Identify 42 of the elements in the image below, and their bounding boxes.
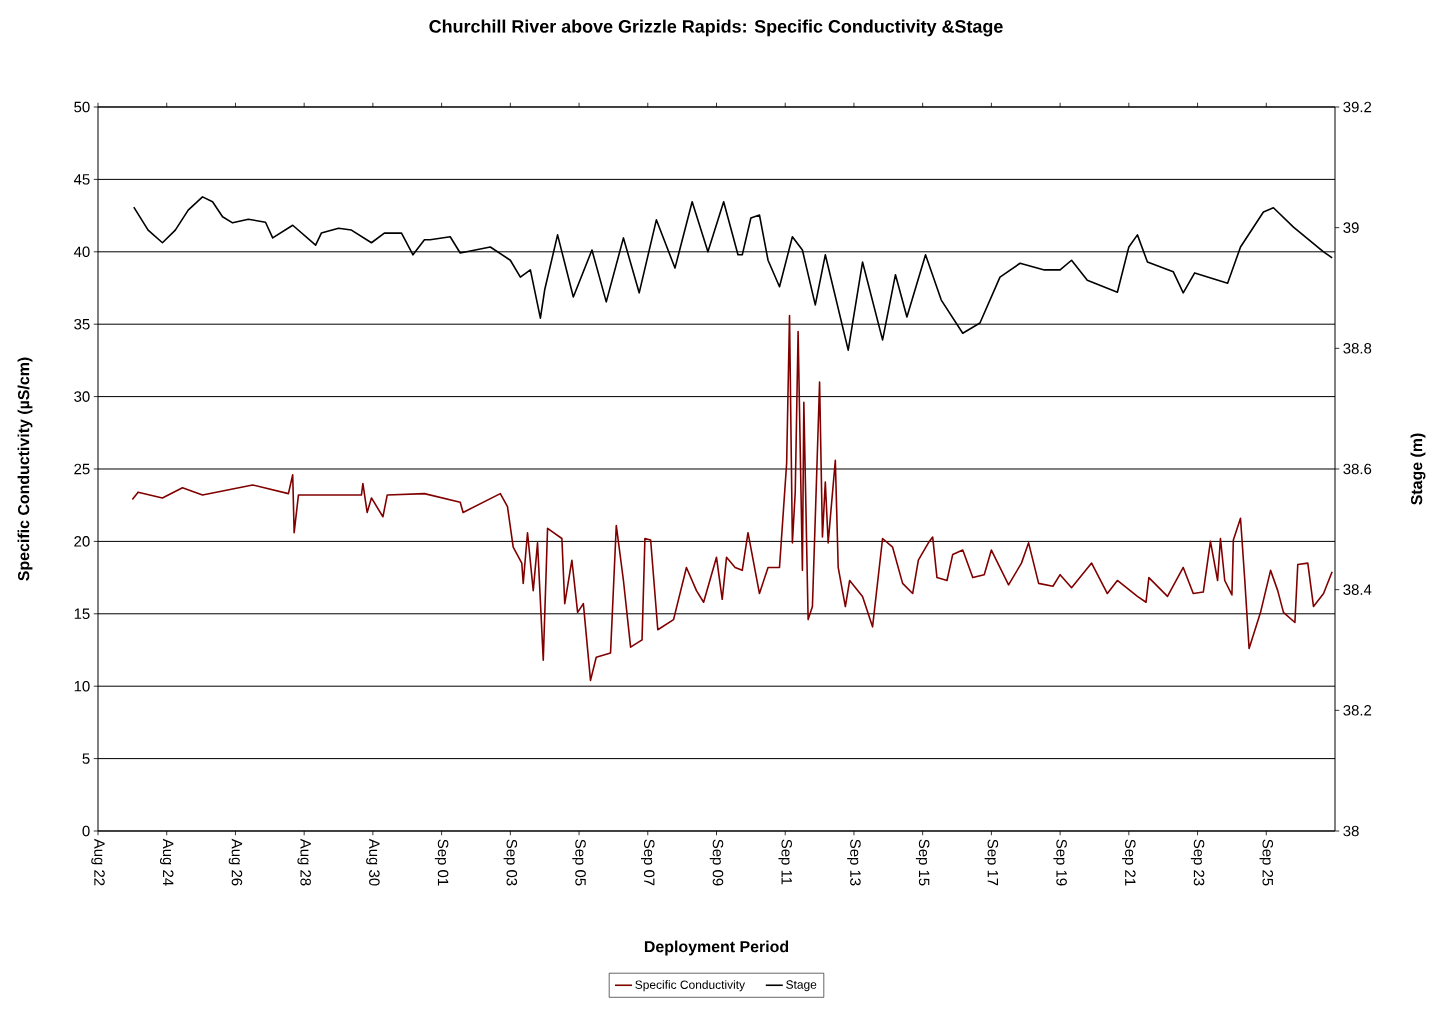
y-tick-label: 50 (74, 101, 90, 113)
x-tick-label: Aug 26 (228, 838, 243, 886)
x-tick-label: Aug 24 (159, 838, 174, 886)
y2-axis-title: Stage (m) (1410, 433, 1426, 505)
x-tick-label: Sep 13 (847, 839, 861, 886)
y2-tick-label: 38 (1343, 825, 1359, 837)
legend-label: Specific Conductivity (635, 980, 746, 992)
y-tick-label: 10 (74, 680, 90, 692)
y2-tick-label: 39 (1343, 222, 1359, 233)
x-tick-label: Aug 22 (91, 838, 105, 886)
y-tick-label: 35 (74, 318, 90, 330)
x-tick-label: Sep 11 (778, 839, 792, 885)
x-tick-label: Sep 09 (709, 839, 724, 886)
x-axis-title: Deployment Period (644, 940, 789, 956)
y-tick-label: 25 (74, 463, 90, 475)
x-tick-label: Sep 17 (984, 839, 999, 886)
x-tick-label: Aug 28 (297, 838, 311, 886)
y-tick-label: 20 (74, 536, 90, 547)
x-tick-label: Sep 23 (1190, 839, 1205, 886)
y-tick-label: 0 (82, 825, 90, 837)
y-tick-label: 15 (74, 608, 90, 620)
x-tick-label: Sep 25 (1259, 839, 1274, 886)
x-tick-label: Sep 05 (572, 839, 586, 886)
y-tick-label: 5 (82, 753, 90, 764)
x-tick-label: Aug 30 (366, 838, 380, 886)
x-tick-label: Sep 15 (915, 839, 930, 886)
y-tick-label: 30 (74, 391, 90, 402)
x-tick-label: Sep 19 (1053, 839, 1067, 886)
y-axis-title: Specific Conductivity (µS/cm) (17, 357, 33, 581)
y2-tick-label: 38.4 (1343, 584, 1372, 595)
y-tick-label: 45 (73, 174, 90, 185)
y2-tick-label: 38.2 (1343, 705, 1372, 716)
y2-tick-label: 39.2 (1343, 101, 1372, 113)
x-tick-label: Sep 01 (434, 839, 449, 886)
chart-title: Churchill River above Grizzle Rapids: Specific Conductivity &Stage (429, 19, 1003, 37)
x-tick-label: Sep 03 (503, 839, 518, 886)
x-tick-label: Sep 07 (641, 839, 655, 886)
legend-label: Stage (786, 980, 817, 992)
y2-tick-label: 38.6 (1343, 463, 1372, 475)
x-tick-label: Sep 21 (1122, 839, 1136, 886)
y2-tick-label: 38.8 (1343, 343, 1372, 354)
y-tick-label: 40 (73, 246, 90, 258)
